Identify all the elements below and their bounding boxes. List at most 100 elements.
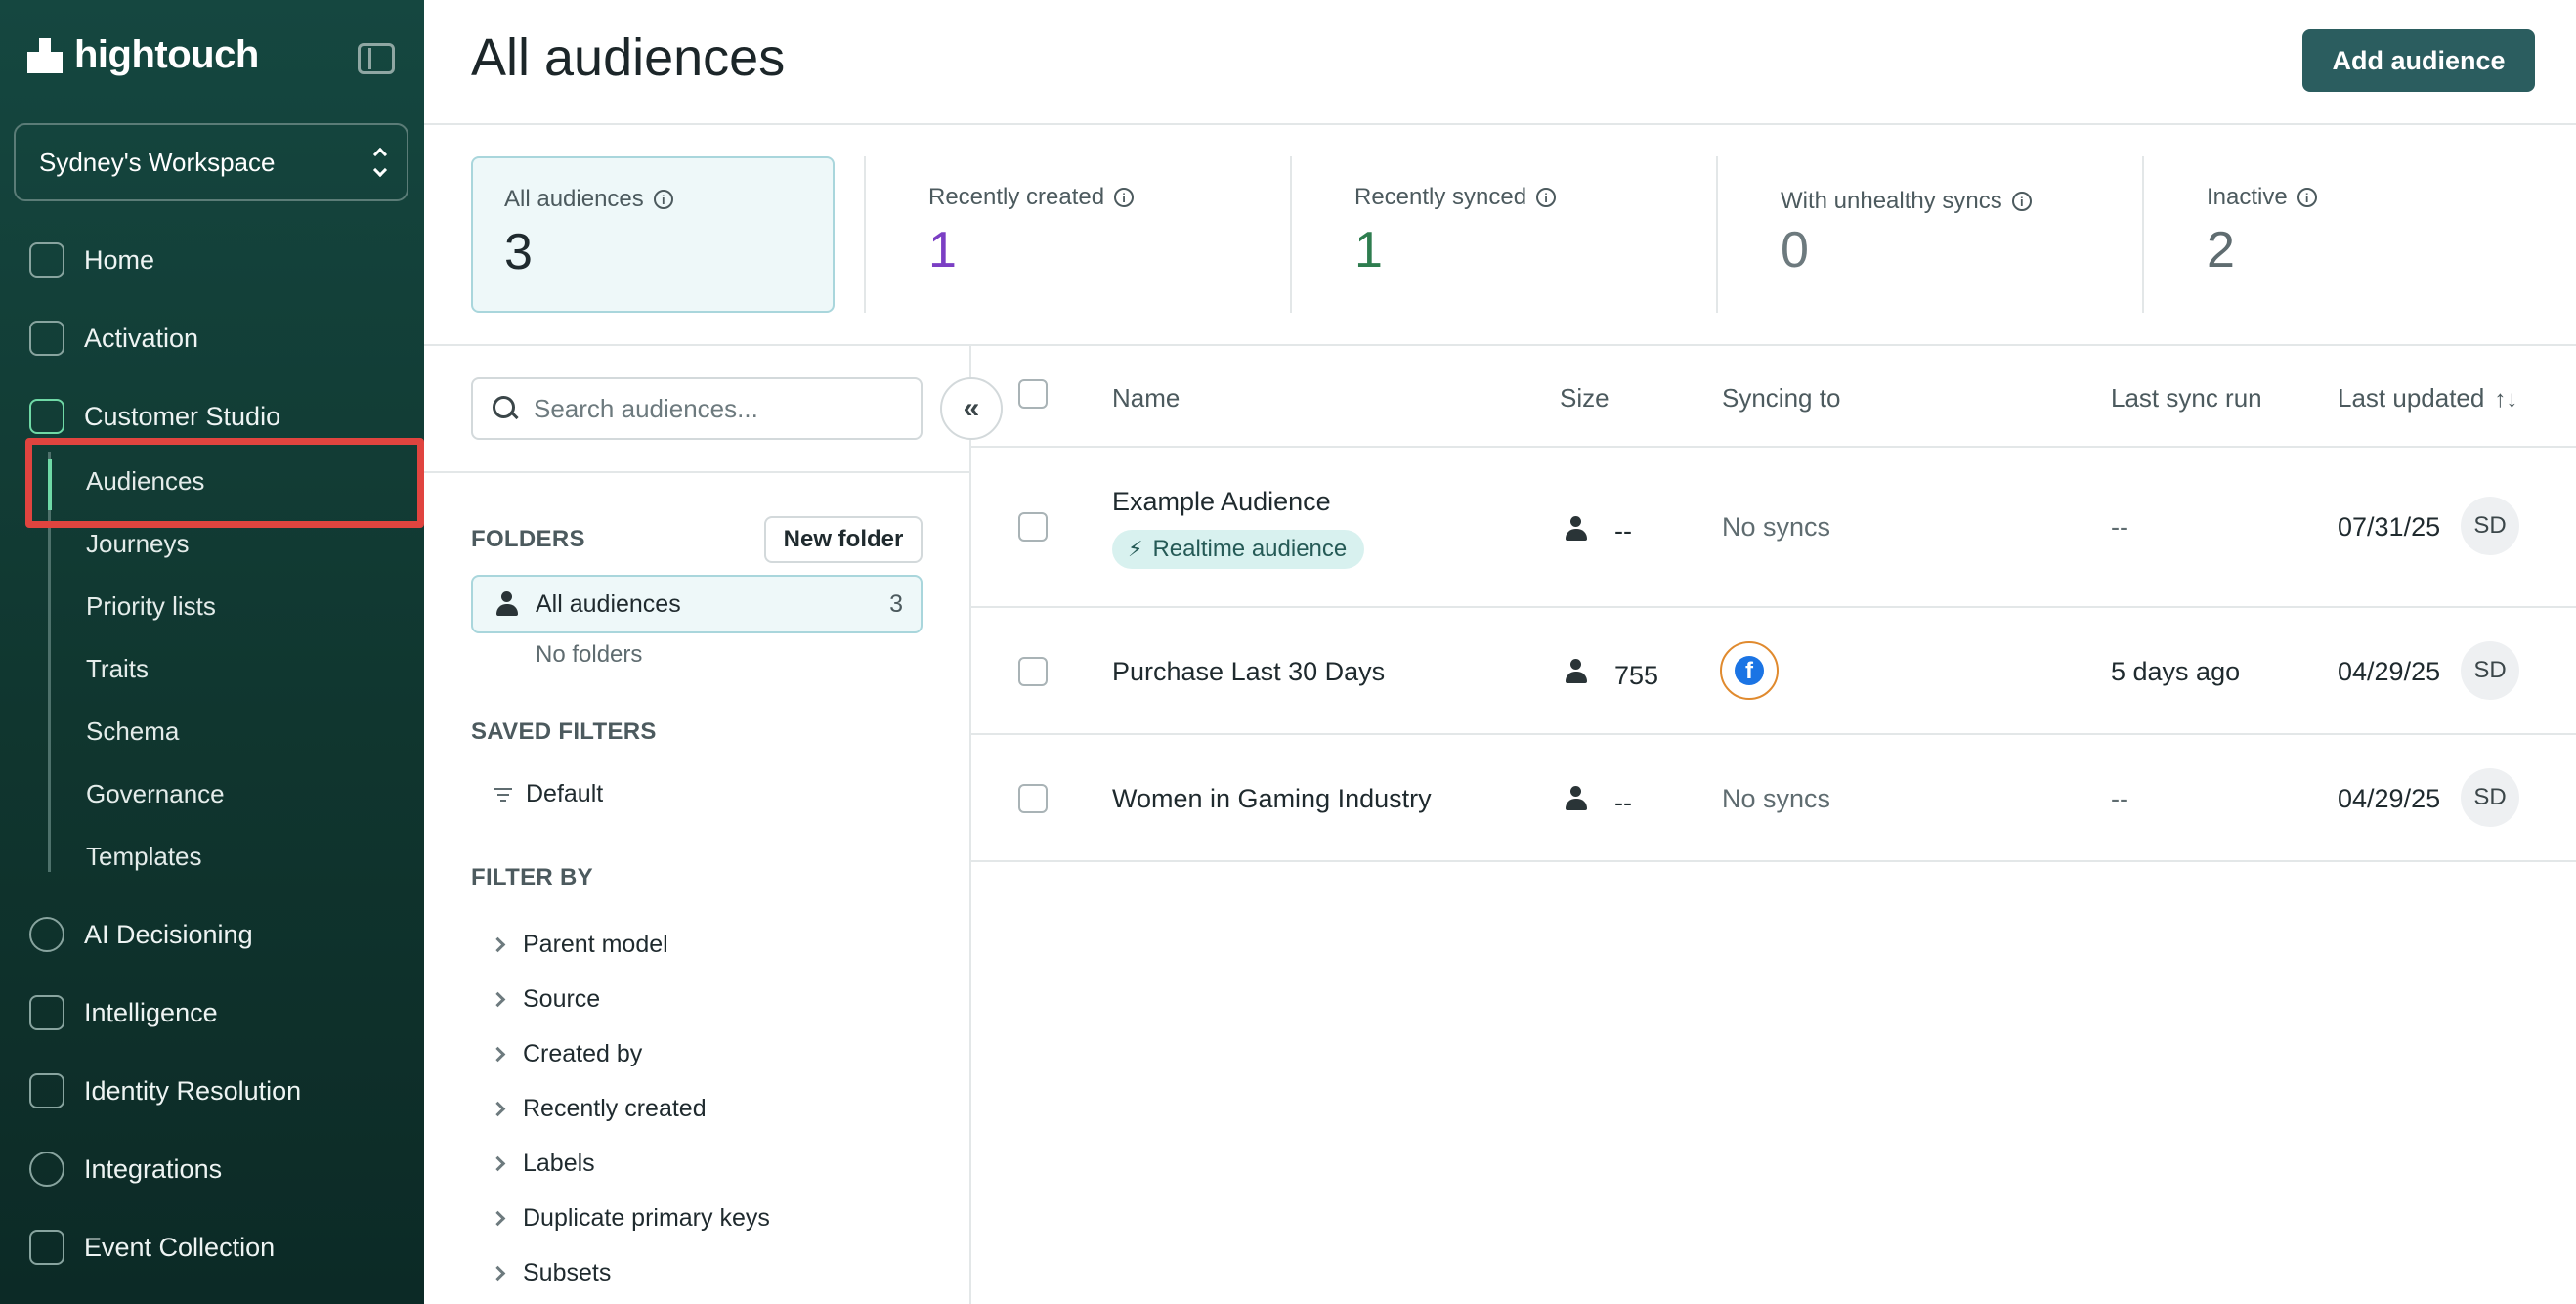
badge-label: Realtime audience	[1152, 536, 1348, 562]
chevron-right-icon	[490, 991, 506, 1008]
nav-item-activation[interactable]: Activation	[29, 321, 198, 356]
people-icon	[1562, 516, 1591, 542]
highlight-annotation	[25, 438, 424, 528]
intelligence-chart-icon	[29, 995, 64, 1030]
nav-sub-priority-lists[interactable]: Priority lists	[86, 591, 216, 621]
stat-recently-created[interactable]: Recently created i 1	[864, 156, 1290, 313]
stat-all-audiences[interactable]: All audiences i 3	[471, 156, 835, 313]
nav-item-home[interactable]: Home	[29, 242, 154, 278]
sidebar-toggle-icon[interactable]	[358, 43, 395, 74]
nav-item-integrations[interactable]: Integrations	[29, 1152, 222, 1187]
nav-sub-journeys[interactable]: Journeys	[86, 529, 190, 558]
nav-item-ai-decisioning[interactable]: AI Decisioning	[29, 917, 253, 952]
info-icon[interactable]: i	[2011, 192, 2032, 211]
identity-resolution-icon	[29, 1073, 64, 1108]
row-checkbox[interactable]	[1018, 657, 1048, 686]
facebook-icon[interactable]: f	[1720, 641, 1779, 700]
folder-all-audiences[interactable]: All audiences 3	[471, 575, 923, 633]
chevron-right-icon	[490, 1046, 506, 1063]
collapse-panel-button[interactable]: «	[940, 377, 1003, 440]
table-row[interactable]: Women in Gaming Industry -- No syncs -- …	[971, 735, 2576, 862]
workspace-switcher[interactable]: Sydney's Workspace	[14, 123, 408, 201]
audience-name[interactable]: Example Audience	[1112, 487, 1331, 516]
column-last-sync-run[interactable]: Last sync run	[2111, 383, 2262, 413]
saved-filter-default[interactable]: Default	[494, 780, 603, 808]
last-sync-run: --	[2111, 784, 2128, 813]
column-size[interactable]: Size	[1560, 383, 1610, 413]
nav-sub-audiences[interactable]: Audiences	[86, 466, 205, 496]
filter-subsets[interactable]: Subsets	[490, 1259, 612, 1287]
search-icon	[493, 396, 518, 421]
brand-name: hightouch	[74, 33, 259, 76]
add-audience-button[interactable]: Add audience	[2302, 29, 2535, 92]
filter-icon	[494, 787, 512, 802]
audience-name[interactable]: Purchase Last 30 Days	[1112, 657, 1386, 686]
nav-sub-schema[interactable]: Schema	[86, 717, 180, 746]
stat-label: Recently synced	[1354, 184, 1527, 210]
nav-item-customer-studio[interactable]: Customer Studio	[29, 399, 280, 434]
event-collection-icon	[29, 1230, 64, 1265]
search-placeholder: Search audiences...	[534, 393, 758, 423]
logo[interactable]: hightouch	[27, 33, 259, 77]
nav-label-customer-studio: Customer Studio	[84, 401, 281, 431]
info-icon[interactable]: i	[1536, 188, 1557, 207]
nav-item-identity-resolution[interactable]: Identity Resolution	[29, 1073, 301, 1108]
nav-sub-governance[interactable]: Governance	[86, 779, 225, 808]
nav-item-event-collection[interactable]: Event Collection	[29, 1230, 275, 1265]
nav-item-intelligence[interactable]: Intelligence	[29, 995, 218, 1030]
search-input[interactable]: Search audiences...	[471, 377, 923, 440]
lightning-icon: ⚡	[1128, 537, 1143, 561]
info-icon[interactable]: i	[653, 190, 673, 209]
nav-label-integrations: Integrations	[84, 1153, 223, 1184]
info-icon[interactable]: i	[1114, 188, 1135, 207]
stat-inactive[interactable]: Inactive i 2	[2142, 156, 2533, 313]
integrations-icon	[29, 1152, 64, 1187]
avatar: SD	[2461, 641, 2519, 700]
stats-bar: All audiences i 3 Recently created i 1 Rec…	[424, 125, 2576, 346]
stat-label: All audiences	[504, 186, 644, 212]
filter-label: Recently created	[523, 1095, 707, 1122]
row-checkbox[interactable]	[1018, 512, 1048, 542]
filter-label: Labels	[523, 1150, 595, 1177]
subnav-rail	[48, 452, 51, 872]
filter-duplicate-primary-keys[interactable]: Duplicate primary keys	[490, 1204, 770, 1233]
column-name[interactable]: Name	[1112, 383, 1181, 413]
filter-parent-model[interactable]: Parent model	[490, 931, 668, 959]
divider	[2142, 156, 2144, 313]
filter-labels[interactable]: Labels	[490, 1150, 595, 1178]
last-updated: 04/29/25	[2338, 657, 2441, 686]
syncing-to: No syncs	[1722, 512, 1831, 542]
nav-sub-traits[interactable]: Traits	[86, 654, 150, 683]
audience-name[interactable]: Women in Gaming Industry	[1112, 784, 1432, 813]
stat-value: 1	[1354, 222, 1383, 279]
last-updated: 07/31/25	[2338, 512, 2441, 542]
chevron-right-icon	[490, 1101, 506, 1117]
select-all-checkbox[interactable]	[1018, 379, 1048, 409]
workspace-name: Sydney's Workspace	[39, 147, 276, 177]
customer-studio-icon	[29, 399, 64, 434]
row-checkbox[interactable]	[1018, 784, 1048, 813]
filter-recently-created[interactable]: Recently created	[490, 1095, 707, 1123]
saved-filter-label: Default	[526, 780, 604, 807]
new-folder-button[interactable]: New folder	[764, 516, 923, 563]
divider	[1716, 156, 1718, 313]
table-row[interactable]: Purchase Last 30 Days 755 f 5 days ago 0…	[971, 608, 2576, 735]
info-icon[interactable]: i	[2297, 188, 2317, 207]
hightouch-logo-icon	[27, 37, 63, 73]
stat-recently-synced[interactable]: Recently synced i 1	[1290, 156, 1716, 313]
column-last-updated[interactable]: Last updated ↑↓	[2338, 383, 2517, 413]
syncing-to: No syncs	[1722, 784, 1831, 813]
chevron-right-icon	[490, 1265, 506, 1282]
filter-label: Source	[523, 985, 601, 1013]
filter-label: Subsets	[523, 1259, 612, 1286]
filter-created-by[interactable]: Created by	[490, 1040, 642, 1068]
column-syncing-to[interactable]: Syncing to	[1722, 383, 1841, 413]
stat-unhealthy-syncs[interactable]: With unhealthy syncs i 0	[1716, 156, 2142, 313]
nav-label-event-collection: Event Collection	[84, 1232, 276, 1262]
table-row[interactable]: Example Audience ⚡ Realtime audience -- …	[971, 448, 2576, 608]
filter-source[interactable]: Source	[490, 985, 601, 1014]
stat-label: With unhealthy syncs	[1781, 188, 2002, 214]
sort-icon[interactable]: ↑↓	[2494, 386, 2518, 413]
folders-heading: FOLDERS	[471, 526, 585, 552]
nav-sub-templates[interactable]: Templates	[86, 842, 202, 871]
